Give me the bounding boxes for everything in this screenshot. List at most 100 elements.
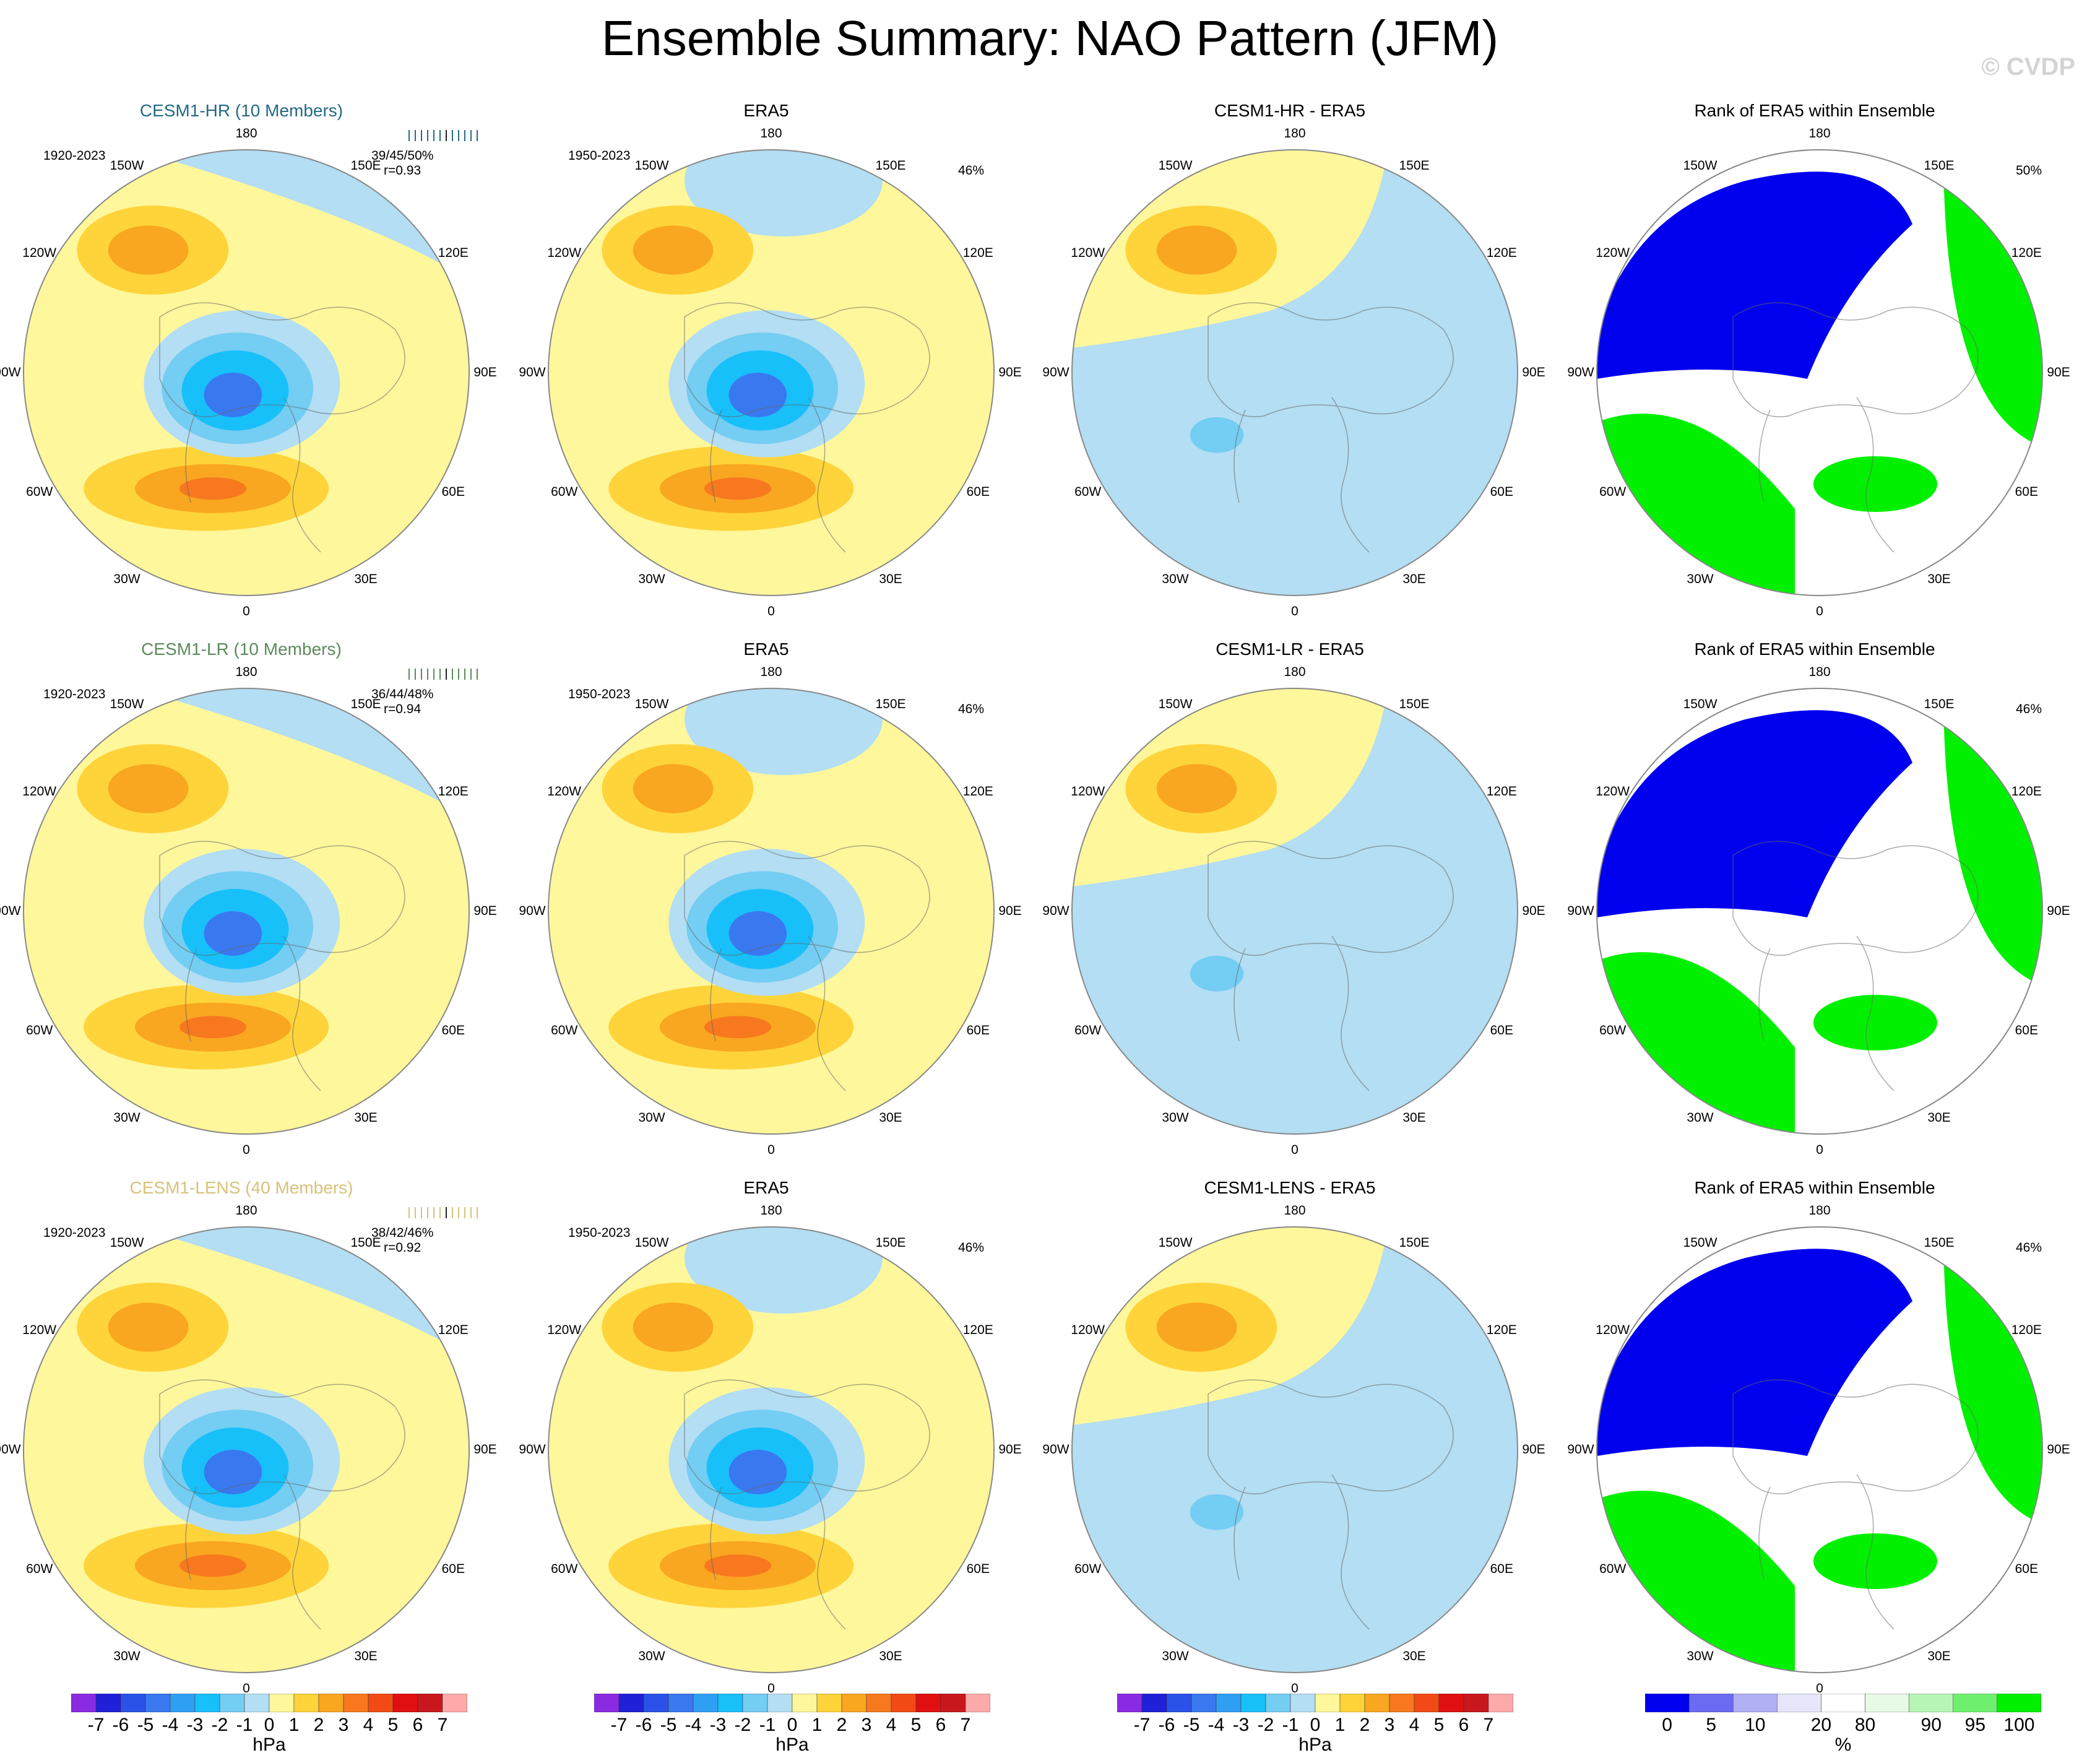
obs-pattern-percent: 46% <box>958 1241 985 1255</box>
longitude-label: 150E <box>875 1235 906 1250</box>
model-field <box>24 688 469 1134</box>
longitude-label: 30E <box>879 1649 902 1664</box>
colorbar-tick-label: 0 <box>1310 1715 1321 1735</box>
longitude-label: 90W <box>0 365 21 379</box>
colorbar-swatch <box>1364 1694 1390 1712</box>
panel-title: ERA5 <box>743 639 789 659</box>
colorbar-swatch <box>742 1694 768 1712</box>
map-boundary <box>1596 1226 2043 1673</box>
colorbar-swatch <box>1414 1694 1440 1712</box>
coastline-sketch <box>159 1379 405 1630</box>
colorbar-tick-label: 4 <box>1409 1715 1420 1735</box>
positive-anomaly-max <box>179 1016 246 1039</box>
colorbar-swatch <box>1265 1694 1291 1712</box>
obs-field <box>548 150 994 596</box>
coastline-sketch <box>1732 1379 1979 1630</box>
longitude-label: 60W <box>1599 485 1627 499</box>
colorbar-swatch <box>816 1694 842 1712</box>
longitude-label: 90W <box>0 904 21 918</box>
longitude-label: 90W <box>1567 904 1594 918</box>
colorbar-tick-label: 7 <box>437 1715 448 1735</box>
longitude-label: 150W <box>1683 158 1718 173</box>
longitude-label: 150E <box>875 158 906 173</box>
diff-field <box>1072 1227 1518 1673</box>
longitude-label: 120E <box>438 784 469 799</box>
negative-anomaly <box>1190 1494 1244 1530</box>
longitude-label: 60E <box>441 485 465 499</box>
longitude-label: 30W <box>1162 1111 1189 1125</box>
polar-map <box>1596 688 2043 1135</box>
longitude-label: 90W <box>519 904 546 918</box>
stats-percent: 36/44/48% <box>371 687 434 701</box>
coastline-sketch <box>1208 841 1454 1091</box>
high-rank-region <box>1813 1533 1937 1589</box>
colorbar-swatch <box>1909 1694 1954 1712</box>
longitude-label: 180 <box>235 126 257 141</box>
colorbar-tick-label: -3 <box>1232 1715 1250 1735</box>
map-boundary <box>548 149 995 596</box>
longitude-label: 60W <box>26 1023 53 1037</box>
longitude-label: 30W <box>638 1649 665 1664</box>
longitude-label: 120W <box>1596 1323 1630 1337</box>
colorbar-tick-label: -5 <box>137 1715 154 1735</box>
longitude-label: 120W <box>1596 784 1630 799</box>
colorbar-swatch <box>1290 1694 1316 1712</box>
colorbar-unit: hPa <box>253 1735 286 1755</box>
colorbar-swatch <box>841 1694 867 1712</box>
colorbar-swatch <box>915 1694 941 1712</box>
colorbar-tick-label: -3 <box>709 1715 727 1735</box>
low-rank-region <box>1597 1249 1912 1456</box>
stats-percent: 39/45/50% <box>371 149 434 163</box>
colorbar-swatch <box>1389 1694 1415 1712</box>
polar-map <box>1071 688 1518 1135</box>
colorbar-swatch <box>668 1694 694 1712</box>
longitude-label: 30E <box>879 572 902 587</box>
longitude-label: 150E <box>875 696 906 711</box>
longitude-label: 90W <box>1042 1442 1069 1457</box>
panel-model-row1: CESM1-HR (10 Members) 180 150E 120E 90E 60E 30… <box>0 100 497 639</box>
longitude-label: 120W <box>547 1323 582 1337</box>
longitude-label: 150E <box>350 158 381 173</box>
polar-map <box>548 149 995 596</box>
longitude-label: 120E <box>2011 784 2042 799</box>
colorbar-swatch <box>866 1694 892 1712</box>
colorbar-swatch <box>1732 1694 1778 1712</box>
longitude-label: 90W <box>1042 904 1069 918</box>
panel-title: CESM1-LR - ERA5 <box>1216 639 1364 659</box>
low-rank-region <box>1597 171 1912 379</box>
colorbar-swatch <box>1438 1694 1464 1712</box>
longitude-label: 0 <box>767 1681 775 1696</box>
map-boundary <box>23 688 470 1135</box>
low-rank-region <box>1597 710 1912 917</box>
longitude-label: 120E <box>1486 784 1517 799</box>
colorbar-tick-label: 3 <box>861 1715 872 1735</box>
panel-rank-row3: Rank of ERA5 within Ensemble 180 150E 120E 9… <box>1567 1177 2070 1716</box>
member-distribution-ticks <box>408 130 478 141</box>
colorbar-swatch <box>594 1694 620 1712</box>
longitude-label: 30W <box>1687 1649 1714 1664</box>
longitude-label: 30E <box>354 1649 378 1664</box>
longitude-label: 30E <box>1402 1111 1426 1125</box>
colorbar-tick-label: -5 <box>1183 1715 1200 1735</box>
stats-correlation: r=0.94 <box>384 702 421 716</box>
longitude-label: 30E <box>879 1111 902 1125</box>
longitude-label: 180 <box>760 126 782 141</box>
longitude-label: 180 <box>1284 665 1306 679</box>
colorbar-tick-label: 4 <box>886 1715 897 1735</box>
longitude-label: 60W <box>1074 1562 1102 1576</box>
high-rank-region <box>1813 456 1937 512</box>
colorbar-swatch <box>1488 1694 1513 1712</box>
longitude-label: 120E <box>2011 1323 2042 1337</box>
colorbar-swatch <box>368 1694 394 1712</box>
colorbar-hpa-model: -7 -6 -5 -4 -3 -2 -1 0 1 2 3 4 5 6 7 hPa <box>71 1694 467 1762</box>
colorbar-swatch <box>1191 1694 1217 1712</box>
coastline-sketch <box>684 1379 930 1630</box>
longitude-label: 60W <box>1074 1023 1102 1037</box>
negative-anomaly-core <box>728 1450 787 1494</box>
colorbar-swatch <box>618 1694 644 1712</box>
longitude-label: 60E <box>441 1562 465 1576</box>
longitude-label: 60W <box>1074 485 1102 499</box>
longitude-label: 120W <box>22 784 57 799</box>
longitude-label: 180 <box>760 665 782 679</box>
positive-anomaly-core <box>1156 764 1237 813</box>
